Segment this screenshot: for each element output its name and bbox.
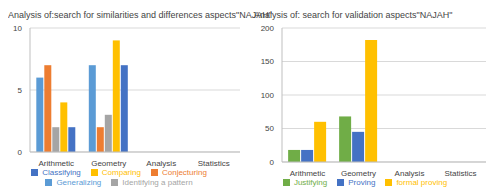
html-text:Generalizing: Generalizing <box>56 178 102 187</box>
svg-text:Geometry: Geometry <box>341 169 376 178</box>
html-text:Conjecturing: Conjecturing <box>162 168 207 177</box>
svg-text:Statistics: Statistics <box>444 169 476 178</box>
svg-text:100: 100 <box>261 91 275 100</box>
html-text:Identifying a pattern: Identifying a pattern <box>122 178 193 187</box>
svg-text:150: 150 <box>261 57 275 66</box>
html-text:formal proving: formal proving <box>396 178 448 187</box>
html-text:Comparing: Comparing <box>101 168 141 177</box>
svg-text:0: 0 <box>270 158 275 167</box>
html-text:Proving: Proving <box>348 178 376 187</box>
html-text:Analysis of: search for valida: Analysis of: search for validation aspec… <box>254 10 453 20</box>
svg-text:50: 50 <box>265 124 274 133</box>
svg-text:Analysis: Analysis <box>146 159 176 168</box>
svg-text:Arithmetic: Arithmetic <box>290 169 326 178</box>
html-text:Classifying: Classifying <box>42 168 81 177</box>
svg-text:10: 10 <box>13 24 22 33</box>
svg-text:Analysis: Analysis <box>395 169 425 178</box>
svg-text:0: 0 <box>18 148 23 157</box>
svg-text:Arithmetic: Arithmetic <box>38 159 74 168</box>
svg-text:Geometry: Geometry <box>91 159 126 168</box>
svg-text:5: 5 <box>18 86 23 95</box>
html-text:Justifying: Justifying <box>293 178 328 187</box>
html-text:Analysis of:search for similar: Analysis of:search for similarities and … <box>8 10 272 20</box>
svg-text:200: 200 <box>261 24 275 33</box>
svg-text:Statistics: Statistics <box>198 159 230 168</box>
